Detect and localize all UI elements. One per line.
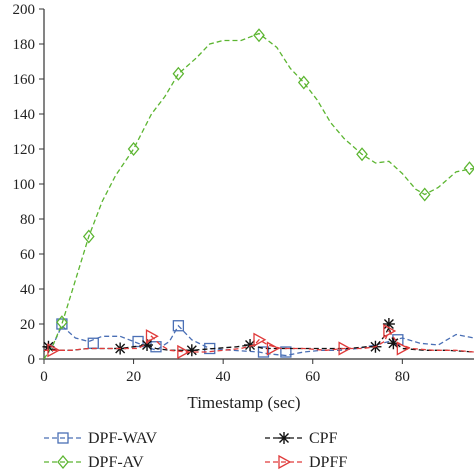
legend-label: DPFF [309, 454, 347, 471]
data-point-dpff [396, 341, 410, 356]
y-tick-label: 160 [13, 72, 36, 88]
legend-item-dpf-wav: DPF-WAV [44, 430, 158, 447]
data-point-dpf-av [172, 66, 185, 81]
y-tick-label: 200 [13, 2, 36, 18]
legend: DPF-WAV DPF-AV CPF DPFF [44, 430, 347, 471]
series-dpff [44, 323, 474, 360]
data-point-dpf-av [56, 315, 68, 330]
legend-item-dpff: DPFF [265, 454, 347, 471]
legend-label: DPF-AV [88, 454, 144, 471]
legend-marker [278, 454, 292, 470]
x-tick-label: 0 [40, 369, 48, 385]
data-point-dpff [253, 332, 267, 347]
data-point-dpff [47, 343, 61, 358]
y-tick-label: 120 [13, 142, 36, 158]
axes: 0 20 40 60 80 100 120 140 160 180 200 0 20 40 60 80 [13, 2, 474, 385]
legend-label: CPF [309, 430, 338, 447]
x-tick-label: 40 [216, 369, 231, 385]
y-tick-label: 0 [28, 352, 36, 368]
data-point-cpf [185, 344, 198, 357]
data-point-dpff [177, 344, 191, 360]
legend-marker [278, 432, 290, 444]
data-point-dpf-av [418, 187, 431, 202]
y-tick-label: 180 [13, 37, 36, 53]
data-point-dpf-wav [172, 320, 185, 332]
x-tick-label: 20 [126, 369, 141, 385]
data-point-dpf-av [82, 229, 95, 244]
data-point-dpff [338, 341, 352, 356]
x-axis-label: Timestamp (sec) [187, 393, 300, 412]
series-dpf-av [43, 28, 474, 360]
data-point-dpf-av [127, 141, 140, 157]
data-point-dpf-av [253, 28, 265, 43]
data-point-dpff [266, 341, 280, 356]
legend-marker [57, 454, 69, 470]
legend-item-cpf: CPF [265, 430, 338, 447]
y-tick-label: 100 [13, 177, 36, 193]
legend-label: DPF-WAV [88, 430, 158, 447]
data-point-dpff [145, 329, 159, 344]
data-point-cpf [244, 339, 257, 351]
data-point-dpf-wav [280, 346, 292, 358]
data-point-dpf-av [297, 75, 310, 90]
legend-marker [57, 432, 69, 444]
data-point-dpf-av [356, 147, 368, 162]
series-line-dpf-av [43, 32, 474, 360]
series-layer [42, 28, 474, 360]
y-tick-label: 20 [20, 317, 35, 333]
series-line-dpff [44, 329, 474, 353]
data-point-dpf-wav [257, 346, 270, 358]
x-tick-label: 60 [305, 369, 320, 385]
legend-item-dpf-av: DPF-AV [44, 454, 144, 471]
x-tick-label: 80 [395, 369, 410, 385]
series-dpf-wav [43, 318, 474, 358]
data-point-dpf-av [463, 161, 474, 176]
y-tick-label: 60 [20, 247, 35, 263]
data-point-dpff [383, 323, 397, 339]
y-tick-label: 140 [13, 107, 36, 123]
y-tick-label: 40 [20, 282, 35, 298]
y-tick-label: 80 [20, 212, 35, 228]
